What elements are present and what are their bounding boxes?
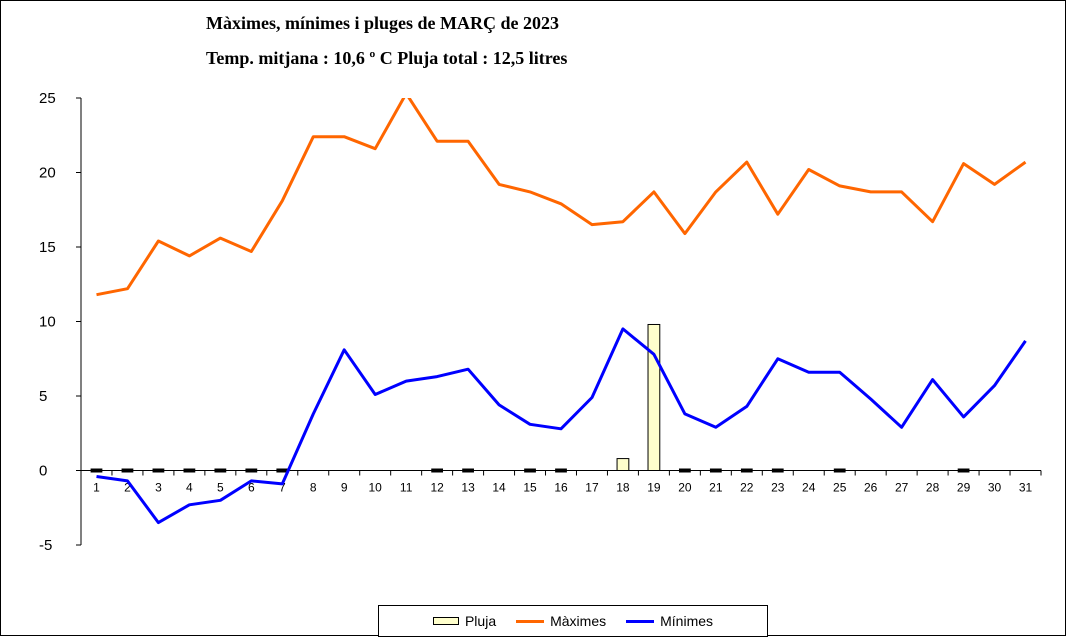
legend-label-pluja: Pluja (464, 613, 497, 629)
x-tick-label: 2 (124, 481, 131, 495)
x-tick-label: 3 (155, 481, 162, 495)
rain-bar (771, 468, 784, 473)
rain-bar (957, 468, 970, 473)
rain-bar (678, 468, 691, 473)
x-tick-label: 9 (341, 481, 348, 495)
rain-bar (245, 468, 258, 473)
rain-bar (616, 458, 630, 471)
x-tick-label: 15 (523, 481, 537, 495)
x-tick-label: 20 (678, 481, 692, 495)
x-tick-label: 6 (248, 481, 255, 495)
x-tick-label: 18 (616, 481, 630, 495)
x-tick-label: 8 (310, 481, 317, 495)
rain-bar (276, 468, 289, 473)
y-tick-label: 25 (39, 90, 56, 107)
legend-item-maximes: Màximes (516, 613, 606, 629)
y-tick-label: 10 (39, 314, 56, 331)
legend-swatch-minimes (626, 619, 655, 623)
rain-bar (709, 468, 722, 473)
x-tick-label: 29 (957, 481, 971, 495)
rain-bar (183, 468, 196, 473)
x-tick-label: 25 (833, 481, 847, 495)
x-tick-label: 30 (988, 481, 1002, 495)
x-tick-label: 7 (279, 481, 286, 495)
x-tick-label: 11 (400, 481, 413, 495)
rain-bar (462, 468, 474, 473)
y-tick-label: 0 (39, 463, 47, 480)
chart-title: Màximes, mínimes i pluges de MARÇ de 202… (206, 13, 559, 33)
legend-label-minimes: Mínimes (660, 613, 714, 629)
series-line-minimes (96, 327, 1027, 525)
rain-bar (152, 468, 165, 473)
legend-swatch-maximes (516, 619, 545, 623)
x-tick-label: 12 (430, 481, 444, 495)
x-tick-label: 19 (647, 481, 661, 495)
x-tick-label: 22 (740, 481, 754, 495)
rain-bar (121, 468, 134, 473)
x-tick-label: 26 (864, 481, 878, 495)
legend-swatch-pluja (432, 617, 459, 625)
y-tick-label: 20 (39, 165, 56, 182)
x-tick-label: 10 (369, 481, 383, 495)
rain-bar (214, 468, 227, 473)
rain-bar (833, 468, 846, 473)
x-tick-label: 1 (93, 481, 100, 495)
x-tick-label: 31 (1019, 481, 1033, 495)
x-tick-label: 16 (554, 481, 568, 495)
x-tick-label: 4 (186, 481, 193, 495)
legend-label-maximes: Màximes (550, 613, 607, 629)
x-tick-label: 5 (217, 481, 224, 495)
rain-bar (90, 468, 103, 473)
legend-item-minimes: Mínimes (626, 613, 713, 629)
y-tick-label: 5 (39, 388, 47, 405)
legend-item-pluja: Pluja (432, 613, 497, 629)
rain-bar (647, 323, 661, 472)
y-tick-label: 15 (39, 239, 56, 256)
rain-bar (524, 468, 536, 473)
y-tick-label: -5 (39, 537, 52, 554)
x-tick-label: 23 (771, 481, 785, 495)
x-tick-label: 17 (585, 481, 599, 495)
x-tick-label: 21 (709, 481, 723, 495)
rain-bar (431, 468, 444, 473)
chart-legend: Pluja Màximes Mínimes (378, 605, 768, 637)
x-tick-label: 14 (492, 481, 506, 495)
x-tick-label: 13 (461, 481, 475, 495)
chart-subtitle: Temp. mitjana : 10,6 º C Pluja total : 1… (206, 48, 568, 68)
rain-bar (555, 468, 567, 473)
series-line-maximes (96, 98, 1027, 297)
x-tick-label: 28 (926, 481, 940, 495)
x-tick-label: 24 (802, 481, 816, 495)
rain-bar (740, 468, 753, 473)
x-tick-label: 27 (895, 481, 909, 495)
